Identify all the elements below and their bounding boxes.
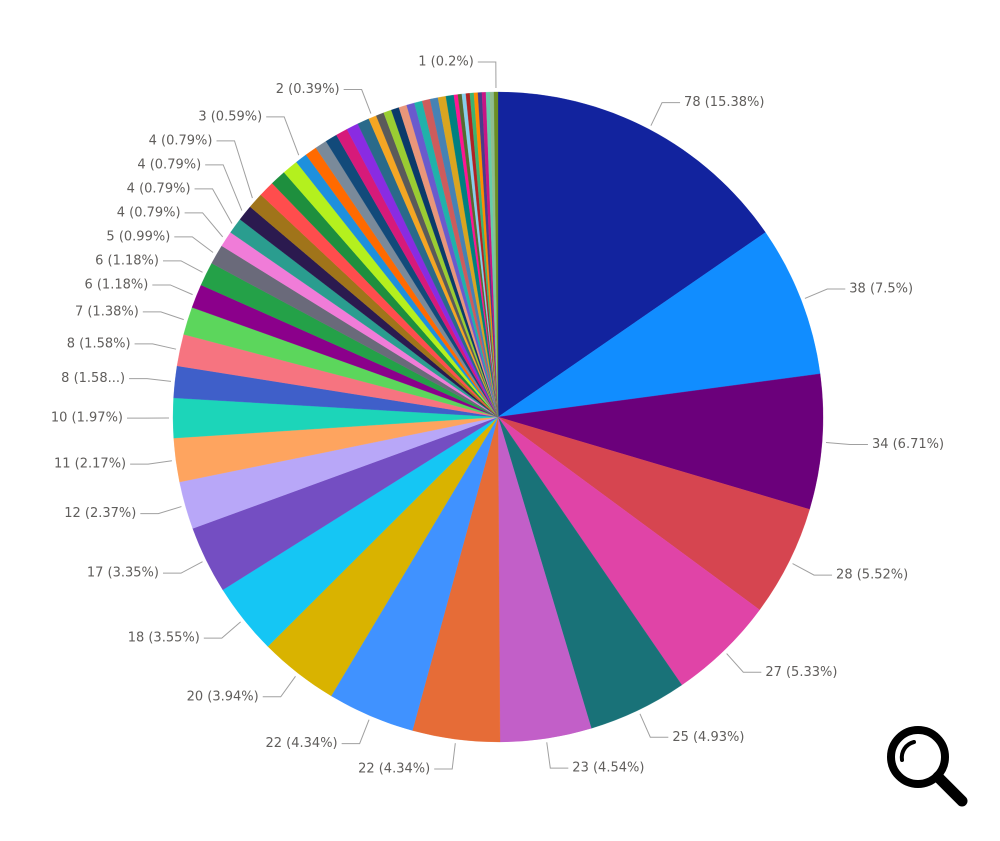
magnifier-glint bbox=[899, 740, 916, 762]
data-label: 38 (7.5%) bbox=[849, 282, 913, 297]
leader-line bbox=[343, 89, 372, 114]
data-label: 4 (0.79%) bbox=[127, 181, 191, 196]
leader-line bbox=[142, 311, 184, 321]
data-label: 22 (4.34%) bbox=[358, 761, 430, 776]
leader-line bbox=[804, 288, 846, 299]
leader-line bbox=[205, 164, 243, 211]
data-label: 34 (6.71%) bbox=[872, 437, 944, 452]
data-label: 8 (1.58%) bbox=[67, 336, 131, 351]
data-label: 11 (2.17%) bbox=[54, 457, 126, 472]
leader-line bbox=[140, 506, 182, 515]
leader-line bbox=[650, 102, 681, 126]
leader-line bbox=[174, 236, 214, 253]
magnifier-handle bbox=[932, 771, 968, 807]
leader-line bbox=[341, 719, 370, 745]
data-label: 8 (1.58...) bbox=[61, 371, 125, 386]
leader-line bbox=[266, 116, 300, 156]
leader-line bbox=[639, 713, 669, 738]
data-label: 6 (1.18%) bbox=[84, 277, 148, 292]
data-label: 17 (3.35%) bbox=[87, 566, 159, 581]
leader-line bbox=[203, 621, 241, 639]
leader-line bbox=[434, 743, 456, 770]
data-label: 3 (0.59%) bbox=[198, 109, 262, 124]
leader-line bbox=[130, 460, 172, 465]
data-label: 78 (15.38%) bbox=[684, 95, 764, 110]
leader-line bbox=[726, 653, 762, 673]
data-label: 23 (4.54%) bbox=[572, 761, 644, 776]
data-label: 4 (0.79%) bbox=[149, 133, 213, 148]
leader-line bbox=[792, 563, 833, 576]
pie-slice bbox=[497, 91, 766, 418]
leader-line bbox=[546, 742, 569, 769]
data-label: 12 (2.37%) bbox=[64, 506, 136, 521]
leader-line bbox=[216, 140, 253, 199]
leader-line bbox=[262, 676, 296, 698]
data-label: 6 (1.18%) bbox=[95, 253, 159, 268]
magnifier-lens bbox=[887, 726, 949, 788]
pie-slice bbox=[497, 373, 824, 510]
data-label: 25 (4.93%) bbox=[672, 730, 744, 745]
data-label: 5 (0.99%) bbox=[106, 229, 170, 244]
pie-slice bbox=[493, 91, 499, 418]
leader-line bbox=[477, 61, 497, 89]
leader-line bbox=[825, 441, 868, 445]
data-label: 2 (0.39%) bbox=[276, 82, 340, 97]
pie-slice bbox=[497, 232, 821, 418]
leader-line bbox=[162, 260, 203, 273]
data-label: 18 (3.55%) bbox=[128, 631, 200, 646]
data-label: 7 (1.38%) bbox=[75, 304, 139, 319]
data-label: 22 (4.34%) bbox=[266, 736, 338, 751]
leader-line bbox=[162, 561, 203, 574]
leader-line bbox=[134, 343, 177, 350]
leader-line bbox=[129, 378, 171, 382]
data-label: 4 (0.79%) bbox=[137, 157, 201, 172]
data-label: 20 (3.94%) bbox=[187, 689, 259, 704]
leader-line bbox=[152, 284, 193, 296]
leader-line bbox=[184, 212, 224, 238]
data-label: 27 (5.33%) bbox=[765, 665, 837, 680]
zoom-icon[interactable] bbox=[887, 726, 968, 807]
data-label: 28 (5.52%) bbox=[836, 568, 908, 583]
data-label: 10 (1.97%) bbox=[51, 411, 123, 426]
leader-line bbox=[194, 188, 233, 224]
data-label: 4 (0.79%) bbox=[117, 205, 181, 220]
data-label: 1 (0.2%) bbox=[418, 55, 474, 70]
